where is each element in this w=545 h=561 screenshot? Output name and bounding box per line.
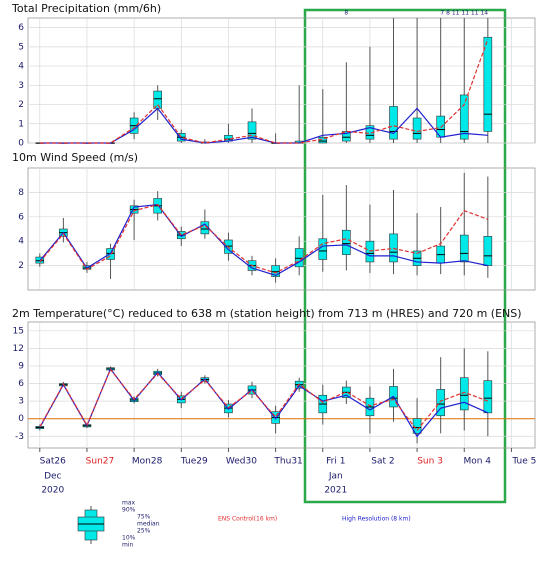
y-tick-label: 2 — [18, 261, 24, 271]
month-label: Jan — [328, 472, 343, 482]
y-tick-label: 6 — [18, 379, 24, 389]
y-tick-label: 0 — [18, 139, 24, 149]
box — [412, 117, 422, 140]
box — [342, 229, 351, 255]
x-tick-label: Mon28 — [132, 457, 163, 467]
y-tick-label: 6 — [18, 212, 24, 222]
x-tick-label: Sat26 — [40, 457, 66, 467]
box — [436, 389, 445, 417]
box — [294, 248, 304, 268]
panel-title: 10m Wind Speed (m/s) — [12, 151, 138, 164]
legend-label: 25% — [137, 528, 151, 535]
box — [389, 106, 398, 140]
legend-series: High Resolution (8 km) — [342, 516, 411, 523]
x-tick-label: Fri 1 — [326, 457, 345, 467]
box — [412, 418, 422, 434]
x-tick-label: Sun27 — [86, 457, 115, 467]
box — [389, 233, 398, 263]
y-tick-label: 9 — [18, 361, 24, 371]
series-line — [39, 203, 489, 274]
box — [365, 240, 375, 263]
y-tick-label: 6 — [18, 23, 24, 33]
box — [459, 234, 469, 263]
box — [483, 236, 493, 266]
y-tick-label: 8 — [18, 188, 24, 198]
panel: 2m Temperature(°C) reduced to 638 m (sta… — [12, 307, 536, 449]
series-line — [39, 203, 488, 277]
box — [153, 90, 162, 109]
y-tick-label: 1 — [18, 119, 24, 129]
series-line — [39, 38, 489, 144]
month-label: Dec — [44, 472, 61, 482]
x-tick-label: Wed30 — [226, 457, 257, 467]
legend: max 90% 75% median 25% 10% min High Reso… — [77, 500, 411, 549]
box — [483, 380, 493, 414]
legend-label: 90% — [122, 507, 136, 514]
y-tick-label: 15 — [13, 326, 24, 336]
panel: 10m Wind Speed (m/s) 2 4 6 8 — [12, 151, 536, 291]
legend-label: 10% — [122, 535, 136, 542]
overflow-label: 8 — [344, 10, 348, 17]
y-tick-label: 4 — [18, 237, 24, 247]
x-tick-label: Tue29 — [180, 457, 208, 467]
box — [342, 131, 351, 142]
box — [483, 36, 493, 132]
panel: Total Precipitation (mm/6h) 0 1 2 3 4 5 6 8 7 8 1… — [11, 2, 536, 149]
y-tick-label: 3 — [18, 81, 24, 91]
box — [247, 121, 257, 140]
legend-label: min — [122, 542, 134, 549]
x-tick-label: Sat 2 — [371, 457, 394, 467]
y-tick-label: 0 — [18, 414, 24, 424]
x-tick-label: Thu31 — [273, 457, 302, 467]
y-tick-label: 5 — [18, 42, 24, 52]
year-label: 2021 — [324, 486, 347, 496]
legend-label: median — [137, 521, 160, 528]
y-tick-label: 4 — [18, 62, 24, 72]
box — [459, 377, 469, 411]
y-tick-label: 3 — [18, 397, 24, 407]
y-tick-label: 2 — [18, 100, 24, 110]
panel-title: Total Precipitation (mm/6h) — [11, 2, 161, 15]
x-tick-label: Sun 3 — [417, 457, 443, 467]
plot-frame — [27, 321, 536, 449]
y-tick-label: 12 — [13, 344, 24, 354]
overflow-label: 7 8 11 11 11 14 — [440, 10, 488, 17]
box — [318, 238, 328, 260]
plot-frame — [27, 167, 536, 291]
x-tick-label: Mon 4 — [463, 457, 491, 467]
box — [459, 94, 469, 140]
legend-series: ENS Control(16 km) — [218, 516, 277, 523]
year-label: 2020 — [41, 486, 64, 496]
panel-title: 2m Temperature(°C) reduced to 638 m (sta… — [12, 307, 522, 320]
legend-label: max — [122, 500, 136, 507]
x-tick-label: Tue 5 — [511, 457, 536, 467]
legend-label: 75% — [137, 514, 151, 521]
series-line — [39, 368, 489, 432]
y-tick-label: -3 — [15, 432, 24, 442]
